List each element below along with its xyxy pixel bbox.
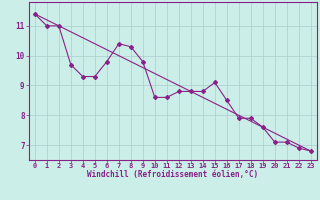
- X-axis label: Windchill (Refroidissement éolien,°C): Windchill (Refroidissement éolien,°C): [87, 170, 258, 179]
